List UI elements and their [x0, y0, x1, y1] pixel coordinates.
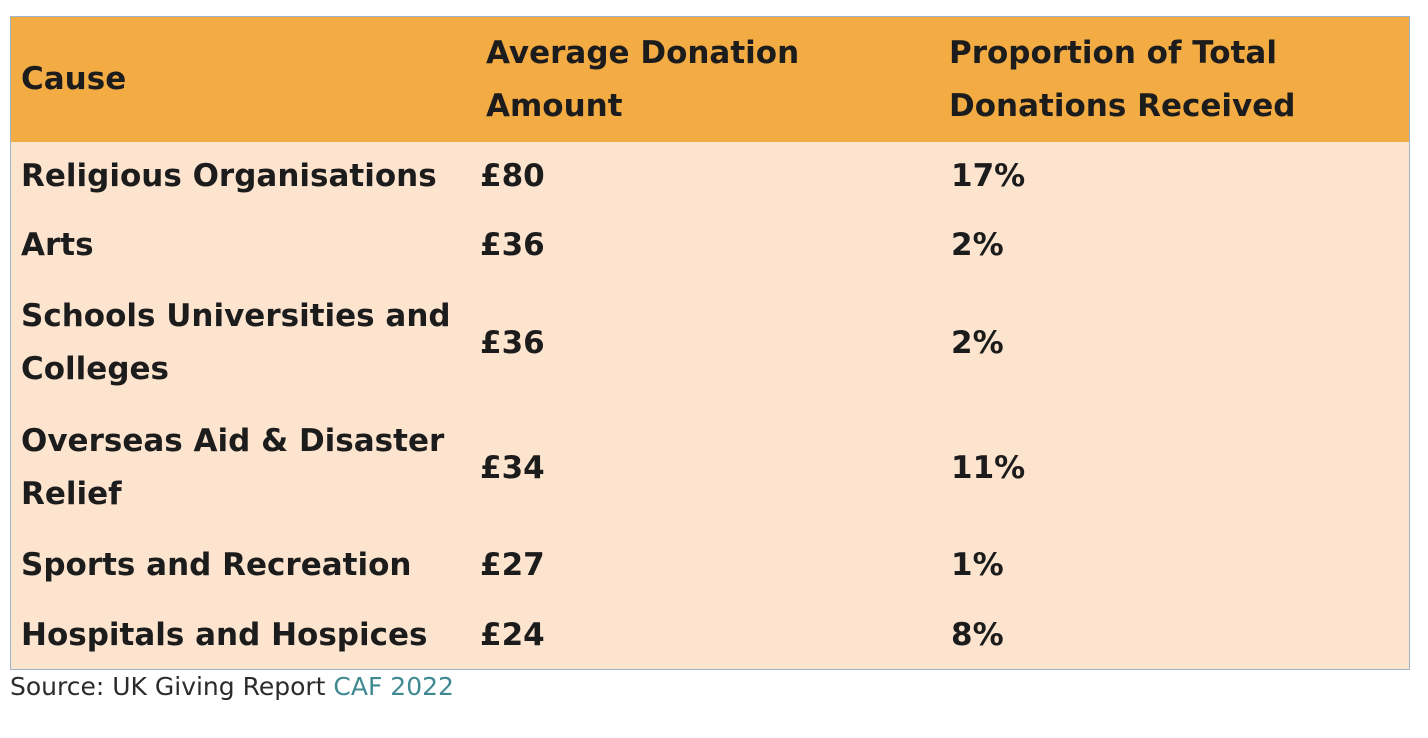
table-row: Hospitals and Hospices £24 8%: [11, 600, 1409, 669]
donations-table-frame: Cause Average Donation Amount Proportion…: [10, 16, 1410, 670]
proportion-cell: 11%: [951, 449, 1026, 486]
amount-cell: £80: [480, 158, 545, 194]
proportion-cell: 2%: [951, 227, 1004, 263]
cause-cell: Schools Universities and Colleges: [21, 298, 451, 387]
donations-table: Cause Average Donation Amount Proportion…: [11, 17, 1409, 669]
proportion-cell: 8%: [951, 616, 1004, 653]
proportion-cell: 17%: [951, 158, 1026, 194]
source-note: Source: UK Giving Report CAF 2022: [10, 670, 454, 704]
source-text: Source: UK Giving Report: [10, 672, 334, 701]
cause-cell: Hospitals and Hospices: [21, 616, 428, 653]
source-link[interactable]: CAF 2022: [333, 672, 454, 701]
column-header-average-donation: Average Donation Amount: [486, 34, 800, 124]
table-row: Arts £36 2%: [11, 211, 1409, 280]
table-row: Sports and Recreation £27 1%: [11, 530, 1409, 600]
amount-cell: £34: [480, 449, 545, 486]
table-row: Religious Organisations £80 17%: [11, 142, 1409, 211]
proportion-cell: 2%: [951, 324, 1004, 361]
cause-cell: Religious Organisations: [21, 158, 437, 194]
cause-cell: Arts: [21, 227, 94, 263]
amount-cell: £27: [480, 546, 545, 583]
table-row: Overseas Aid & Disaster Relief £34 11%: [11, 406, 1409, 530]
amount-cell: £36: [480, 324, 545, 361]
table-header-row: Cause Average Donation Amount Proportion…: [11, 17, 1409, 142]
proportion-cell: 1%: [951, 546, 1004, 583]
table-row: Schools Universities and Colleges £36 2%: [11, 280, 1409, 406]
column-header-proportion: Proportion of Total Donations Received: [949, 34, 1296, 124]
amount-cell: £24: [480, 616, 545, 653]
column-header-cause: Cause: [21, 61, 127, 97]
cause-cell: Sports and Recreation: [21, 546, 412, 583]
cause-cell: Overseas Aid & Disaster Relief: [21, 423, 445, 512]
amount-cell: £36: [480, 227, 545, 263]
